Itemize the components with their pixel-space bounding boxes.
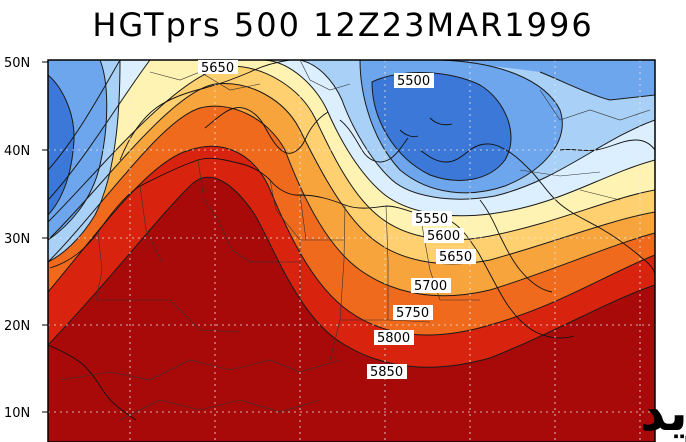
svg-text:5700: 5700 xyxy=(414,279,447,294)
plot-frame xyxy=(47,59,656,442)
map-title: HGTprs 500 12Z23MAR1996 xyxy=(92,6,594,44)
svg-text:5550: 5550 xyxy=(415,212,448,227)
svg-text:5650: 5650 xyxy=(201,61,234,76)
watermark-signature: أبوزيد xyxy=(640,380,686,442)
lat-label-20n: 20N xyxy=(4,319,30,334)
contour-label-5850: 5850 xyxy=(367,364,407,380)
contour-label-5500: 5500 xyxy=(394,73,434,89)
latitude-ticks xyxy=(42,61,48,413)
svg-text:5650: 5650 xyxy=(439,250,472,265)
lat-label-40n: 40N xyxy=(4,144,30,159)
svg-text:5850: 5850 xyxy=(370,365,403,380)
svg-text:5750: 5750 xyxy=(396,306,429,321)
contour-label-5650-top: 5650 xyxy=(198,60,238,76)
contour-label-5800: 5800 xyxy=(374,330,414,346)
lat-label-30n: 30N xyxy=(4,232,30,247)
svg-text:5800: 5800 xyxy=(377,331,410,346)
height-bands xyxy=(48,60,655,442)
lat-label-50n: 50N xyxy=(4,56,30,71)
svg-text:5600: 5600 xyxy=(427,229,460,244)
lat-label-10n: 10N xyxy=(4,406,30,421)
contour-label-5700: 5700 xyxy=(411,278,451,294)
band-deep-blue-west xyxy=(48,75,75,215)
contour-lines xyxy=(48,60,655,368)
contour-label-5650: 5650 xyxy=(436,249,476,265)
contour-label-5600: 5600 xyxy=(424,228,464,244)
svg-text:5500: 5500 xyxy=(397,74,430,89)
band-deep-blue xyxy=(372,72,511,181)
contour-label-5750: 5750 xyxy=(393,305,433,321)
contour-label-5550: 5550 xyxy=(412,211,452,227)
